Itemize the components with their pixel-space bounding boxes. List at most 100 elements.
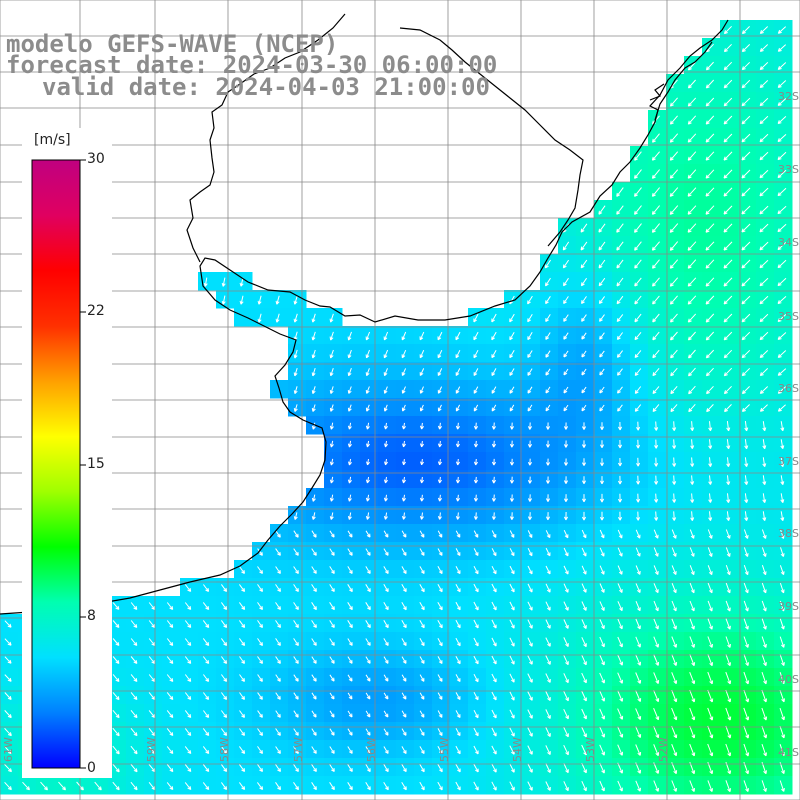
wind-cell	[468, 722, 487, 741]
wind-arrow	[491, 422, 497, 430]
wind-cell	[522, 290, 541, 309]
wind-arrow	[347, 746, 353, 754]
wind-arrow	[780, 547, 785, 557]
wind-arrow	[708, 439, 713, 449]
wind-arrow	[275, 566, 281, 574]
wind-arrow	[311, 530, 317, 538]
wind-arrow	[599, 601, 605, 611]
wind-arrow	[581, 296, 587, 305]
wind-arrow	[166, 746, 174, 755]
wind-cell	[252, 560, 271, 579]
wind-arrow	[527, 422, 533, 430]
wind-cell	[684, 506, 703, 525]
wind-arrow	[419, 728, 425, 736]
wind-arrow	[777, 241, 787, 251]
wind-arrow	[705, 97, 715, 107]
wind-cell	[468, 578, 487, 597]
wind-arrow	[473, 440, 479, 448]
wind-arrow	[581, 654, 587, 666]
wind-cell	[522, 488, 541, 507]
wind-cell	[378, 596, 397, 615]
wind-cell	[738, 650, 757, 669]
wind-arrow	[419, 619, 425, 629]
wind-cell	[450, 506, 469, 525]
wind-arrow	[437, 512, 442, 520]
wind-arrow	[725, 654, 731, 667]
wind-cell	[504, 506, 523, 525]
wind-arrow	[184, 620, 192, 628]
wind-cell	[396, 506, 415, 525]
wind-cell	[396, 740, 415, 759]
wind-arrow	[293, 620, 299, 629]
wind-cell	[702, 542, 721, 561]
wind-cell	[630, 380, 649, 399]
wind-cell	[378, 506, 397, 525]
wind-arrow	[599, 565, 605, 575]
longitude-label: 57W	[292, 737, 305, 762]
wind-cell	[720, 524, 739, 543]
wind-cell	[450, 416, 469, 435]
wind-arrow	[725, 725, 732, 739]
wind-arrow	[491, 331, 497, 341]
wind-cell	[594, 686, 613, 705]
wind-arrow	[723, 79, 733, 89]
wind-cell	[270, 524, 289, 543]
wind-cell	[468, 686, 487, 705]
wind-arrow	[759, 277, 769, 287]
wind-arrow	[599, 654, 605, 666]
wind-arrow	[473, 512, 478, 520]
wind-arrow	[473, 619, 479, 629]
wind-cell	[522, 596, 541, 615]
wind-arrow	[762, 439, 767, 450]
wind-arrow	[654, 439, 659, 449]
wind-cell	[342, 524, 361, 543]
wind-cell	[0, 704, 19, 723]
wind-arrow	[672, 511, 677, 521]
wind-cell	[756, 488, 775, 507]
wind-cell	[774, 578, 793, 597]
wind-arrow	[634, 277, 642, 287]
wind-arrow	[401, 566, 407, 575]
wind-cell	[342, 614, 361, 633]
wind-arrow	[581, 637, 587, 648]
wind-arrow	[383, 566, 389, 575]
wind-cell	[576, 236, 595, 255]
wind-arrow	[669, 151, 679, 161]
wind-cell	[576, 776, 595, 795]
wind-cell	[594, 236, 613, 255]
wind-cell	[468, 524, 487, 543]
wind-arrow	[635, 565, 641, 575]
wind-cell	[540, 596, 559, 615]
wind-arrow	[651, 241, 660, 251]
wind-cell	[324, 740, 343, 759]
wind-arrow	[473, 494, 479, 502]
wind-arrow	[705, 241, 715, 251]
wind-arrow	[744, 457, 749, 467]
wind-arrow	[491, 530, 497, 538]
wind-arrow	[509, 781, 515, 791]
wind-arrow	[689, 600, 695, 612]
wind-arrow	[744, 493, 749, 503]
wind-arrow	[527, 458, 533, 466]
wind-arrow	[220, 656, 228, 664]
wind-arrow	[563, 314, 569, 322]
wind-cell	[270, 632, 289, 651]
wind-cell	[306, 398, 325, 417]
wind-cell	[360, 524, 379, 543]
wind-cell	[18, 776, 37, 795]
wind-cell	[486, 308, 505, 327]
wind-arrow	[257, 548, 263, 556]
wind-arrow	[562, 259, 570, 269]
wind-arrow	[401, 548, 407, 556]
wind-cell	[540, 776, 559, 795]
wind-cell	[684, 434, 703, 453]
wind-arrow	[491, 781, 497, 791]
wind-arrow	[669, 241, 679, 251]
wind-cell	[342, 650, 361, 669]
wind-cell	[126, 686, 145, 705]
wind-cell	[612, 632, 631, 651]
wind-cell	[486, 722, 505, 741]
wind-arrow	[672, 493, 677, 503]
wind-cell	[342, 488, 361, 507]
colorbar	[31, 159, 81, 769]
